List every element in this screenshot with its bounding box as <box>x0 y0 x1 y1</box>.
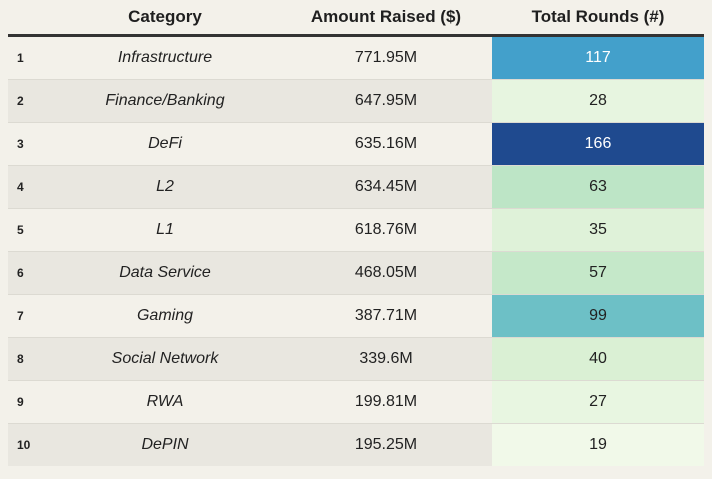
category-cell: Infrastructure <box>50 35 280 80</box>
table-body: 1 Infrastructure 771.95M 117 2 Finance/Bankin… <box>8 35 704 466</box>
amount-column-header: Amount Raised ($) <box>280 0 492 37</box>
rounds-cell: 63 <box>492 165 704 209</box>
table-row: 4 L2 634.45M 63 <box>8 165 704 209</box>
header-row: Category Amount Raised ($) Total Rounds … <box>8 0 704 37</box>
table-row: 3 DeFi 635.16M 166 <box>8 122 704 166</box>
rank-cell: 8 <box>8 337 50 381</box>
category-cell: Gaming <box>50 294 280 338</box>
category-cell: DeFi <box>50 122 280 166</box>
rank-cell: 5 <box>8 208 50 252</box>
rounds-cell: 28 <box>492 79 704 123</box>
table-row: 5 L1 618.76M 35 <box>8 208 704 252</box>
rank-cell: 4 <box>8 165 50 209</box>
rounds-cell: 19 <box>492 423 704 466</box>
table-row: 10 DePIN 195.25M 19 <box>8 423 704 466</box>
amount-cell: 199.81M <box>280 380 492 424</box>
category-cell: Finance/Banking <box>50 79 280 123</box>
category-column-header: Category <box>50 0 280 37</box>
category-cell: Social Network <box>50 337 280 381</box>
rank-cell: 3 <box>8 122 50 166</box>
table-row: 7 Gaming 387.71M 99 <box>8 294 704 338</box>
category-table: Category Amount Raised ($) Total Rounds … <box>8 0 704 466</box>
amount-cell: 387.71M <box>280 294 492 338</box>
rounds-cell: 40 <box>492 337 704 381</box>
table-row: 8 Social Network 339.6M 40 <box>8 337 704 381</box>
amount-cell: 771.95M <box>280 35 492 80</box>
rank-cell: 6 <box>8 251 50 295</box>
rounds-cell: 57 <box>492 251 704 295</box>
rounds-cell: 35 <box>492 208 704 252</box>
table-row: 6 Data Service 468.05M 57 <box>8 251 704 295</box>
category-cell: DePIN <box>50 423 280 466</box>
rank-cell: 1 <box>8 35 50 80</box>
rank-cell: 2 <box>8 79 50 123</box>
rounds-column-header: Total Rounds (#) <box>492 0 704 37</box>
category-cell: Data Service <box>50 251 280 295</box>
category-cell: RWA <box>50 380 280 424</box>
rounds-cell: 27 <box>492 380 704 424</box>
amount-cell: 618.76M <box>280 208 492 252</box>
amount-cell: 468.05M <box>280 251 492 295</box>
rounds-cell: 117 <box>492 35 704 80</box>
category-cell: L2 <box>50 165 280 209</box>
category-cell: L1 <box>50 208 280 252</box>
amount-cell: 339.6M <box>280 337 492 381</box>
rank-cell: 10 <box>8 423 50 466</box>
table-row: 9 RWA 199.81M 27 <box>8 380 704 424</box>
amount-cell: 647.95M <box>280 79 492 123</box>
amount-cell: 195.25M <box>280 423 492 466</box>
rank-cell: 9 <box>8 380 50 424</box>
rank-column-header <box>8 0 50 37</box>
rank-cell: 7 <box>8 294 50 338</box>
table-row: 2 Finance/Banking 647.95M 28 <box>8 79 704 123</box>
rounds-cell: 166 <box>492 122 704 166</box>
rounds-cell: 99 <box>492 294 704 338</box>
amount-cell: 635.16M <box>280 122 492 166</box>
table-row: 1 Infrastructure 771.95M 117 <box>8 35 704 80</box>
amount-cell: 634.45M <box>280 165 492 209</box>
